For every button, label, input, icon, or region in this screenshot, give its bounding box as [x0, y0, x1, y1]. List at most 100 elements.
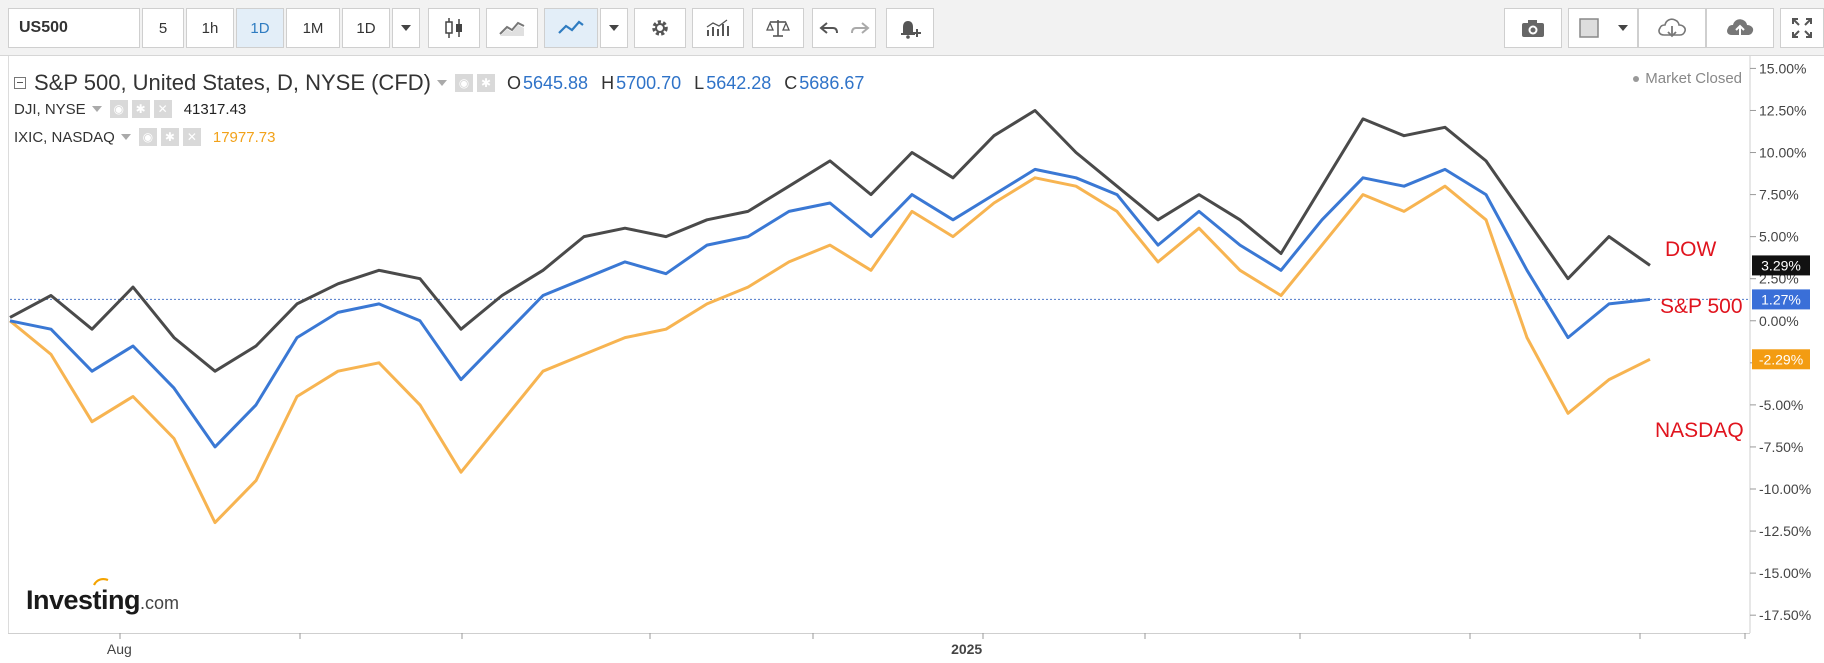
end-badge-dow: [1752, 255, 1810, 276]
y-tick-label: -10.00%: [1759, 481, 1811, 497]
status-dot-icon: [1633, 75, 1640, 82]
dji-title: DJI, NYSE: [14, 100, 86, 118]
low-value: 5642.28: [706, 72, 772, 93]
layout-button[interactable]: [1568, 8, 1608, 48]
logo-swoosh-icon: [93, 577, 109, 586]
x-tick-label: Aug: [107, 641, 132, 657]
market-status: Market Closed: [1633, 70, 1742, 87]
compare-line-button[interactable]: [544, 8, 598, 48]
x-tick-label: 2025: [951, 641, 982, 657]
visibility-icon[interactable]: ◉: [109, 100, 128, 118]
series-end-badges: 3.29% 1.27% -2.29%: [1752, 255, 1810, 370]
redo-button[interactable]: [844, 8, 876, 48]
scales-icon: [766, 20, 790, 37]
settings-gear-icon[interactable]: ✱: [160, 128, 179, 146]
interval-1m-button[interactable]: 1M: [286, 8, 340, 48]
chevron-down-icon: [1617, 25, 1628, 31]
ixic-title: IXIC, NASDAQ: [14, 128, 115, 146]
market-status-text: Market Closed: [1645, 70, 1742, 87]
interval-5-button[interactable]: 5: [142, 8, 184, 48]
load-chart-button[interactable]: [1638, 8, 1706, 48]
series-annotations: DOW S&P 500 NASDAQ: [1655, 238, 1744, 442]
close-value: 5686.67: [799, 72, 865, 93]
symbol-input[interactable]: US500: [8, 8, 140, 48]
chevron-down-icon: [401, 25, 411, 31]
settings-gear-icon[interactable]: ✱: [131, 100, 150, 118]
end-badge-label: 1.27%: [1761, 291, 1801, 307]
x-axis: Aug 2025: [107, 633, 1746, 657]
camera-icon: [1522, 20, 1544, 37]
ixic-legend: IXIC, NASDAQ ◉ ✱ ✕ 17977.73: [14, 128, 275, 146]
y-axis: 15.00%12.50%10.00%7.50%5.00%2.50%0.00%-2…: [1749, 56, 1811, 633]
y-tick-label: -17.50%: [1759, 607, 1811, 623]
chart-bottom-border: [8, 633, 1750, 634]
fullscreen-button[interactable]: [1780, 8, 1824, 48]
chevron-down-icon[interactable]: [436, 80, 447, 86]
line-chart-button[interactable]: [486, 8, 538, 48]
series-line-s-p-500: [9, 167, 1651, 449]
y-tick-label: -5.00%: [1759, 397, 1803, 413]
settings-gear-icon[interactable]: ✱: [476, 74, 495, 92]
remove-icon[interactable]: ✕: [153, 100, 172, 118]
candlestick-icon: [445, 18, 462, 38]
visibility-icon[interactable]: ◉: [138, 128, 157, 146]
redo-icon: [850, 22, 870, 34]
layout-square-icon: [1578, 18, 1599, 38]
interval-1d-button[interactable]: 1D: [236, 8, 284, 48]
add-alert-button[interactable]: [886, 8, 934, 48]
series-lines: [9, 109, 1651, 525]
chevron-down-icon[interactable]: [91, 106, 102, 112]
remove-icon[interactable]: ✕: [182, 128, 201, 146]
undo-button[interactable]: [812, 8, 844, 48]
layout-dropdown[interactable]: [1608, 8, 1638, 48]
series-annotation-s-p-500: S&P 500: [1660, 295, 1743, 318]
cloud-download-icon: [1658, 18, 1686, 38]
indicators-icon: [706, 19, 729, 36]
line-chart-icon: [499, 21, 525, 36]
settings-gear-icon: [652, 20, 668, 36]
ixic-value: 17977.73: [212, 128, 276, 146]
compare-scales-button[interactable]: [752, 8, 804, 48]
save-chart-button[interactable]: [1706, 8, 1774, 48]
alert-bell-icon: [901, 21, 921, 39]
end-badge-label: 3.29%: [1761, 257, 1801, 273]
high-label: H: [601, 72, 615, 93]
screenshot-button[interactable]: [1504, 8, 1562, 48]
high-value: 5700.70: [616, 72, 682, 93]
series-line-dow: [9, 109, 1651, 373]
settings-button[interactable]: [634, 8, 686, 48]
interval-1h-button[interactable]: 1h: [186, 8, 234, 48]
interval-dropdown-value[interactable]: 1D: [342, 8, 390, 48]
logo-suffix: .com: [140, 593, 180, 613]
dji-legend: DJI, NYSE ◉ ✱ ✕ 41317.43: [14, 100, 246, 118]
investing-logo: Investing.com: [26, 585, 179, 616]
candlestick-button[interactable]: [428, 8, 480, 48]
logo-text: Investing: [26, 585, 141, 615]
open-value: 5645.88: [522, 72, 589, 93]
chart-type-dropdown[interactable]: [600, 8, 628, 48]
y-tick-label: -7.50%: [1759, 439, 1803, 455]
indicators-button[interactable]: [692, 8, 744, 48]
undo-icon: [818, 22, 838, 34]
collapse-legend-icon[interactable]: [14, 77, 26, 89]
cloud-upload-icon: [1727, 19, 1754, 36]
interval-dropdown-toggle[interactable]: [392, 8, 420, 48]
close-label: C: [784, 72, 798, 93]
series-annotation-nasdaq: NASDAQ: [1655, 419, 1744, 442]
fullscreen-icon: [1792, 18, 1812, 38]
end-badge-label: -2.29%: [1759, 351, 1803, 367]
low-label: L: [694, 72, 705, 93]
chevron-down-icon[interactable]: [120, 134, 131, 140]
visibility-icon[interactable]: ◉: [454, 74, 473, 92]
y-tick-label: 15.00%: [1759, 60, 1806, 76]
chart-toolbar: US500 5 1h 1D 1M 1D: [0, 0, 1824, 56]
ohlc-readout: O 5645.88 H 5700.70 L 5642.28 C 5686.67: [499, 73, 864, 94]
chart-left-border: [8, 56, 9, 634]
dji-value: 41317.43: [183, 100, 247, 118]
y-tick-label: 10.00%: [1759, 145, 1806, 161]
chevron-down-icon: [609, 25, 619, 31]
y-tick-label: 7.50%: [1759, 187, 1799, 203]
open-label: O: [506, 72, 521, 93]
compare-line-icon: [558, 20, 584, 34]
